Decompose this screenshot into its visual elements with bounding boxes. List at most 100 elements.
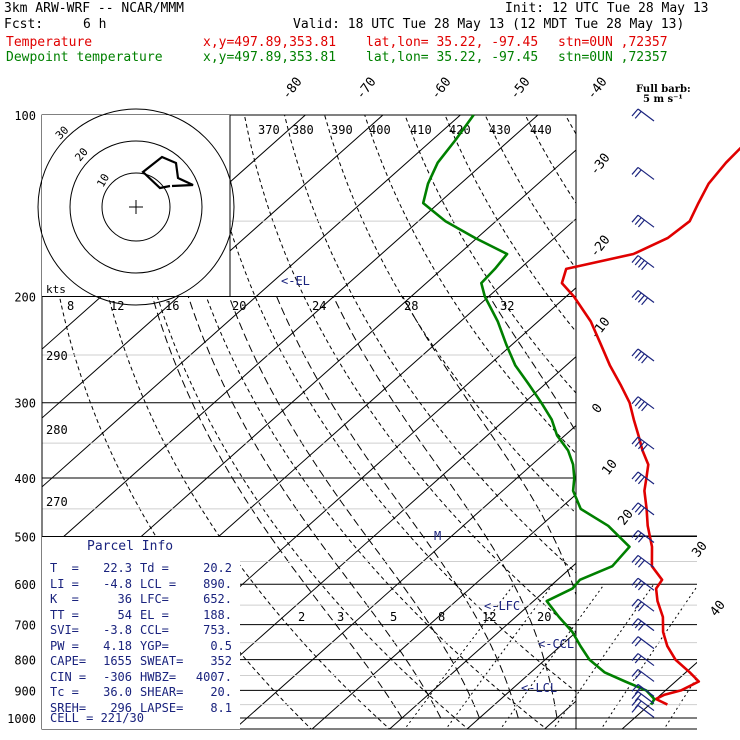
isotherm-label: -30	[587, 151, 613, 179]
isotherm-label: -60	[428, 75, 454, 103]
dewpoint-legend-label: Dewpoint temperature	[6, 50, 163, 65]
isotherm	[42, 115, 461, 488]
dry-adiabat	[686, 115, 740, 731]
parcel-field: SHEAR=	[140, 685, 184, 699]
wind-barb	[631, 255, 655, 271]
wind-barb	[631, 108, 655, 122]
theta-label: 380	[292, 123, 314, 137]
theta-label: 410	[410, 123, 432, 137]
hodograph-axis-label: 20	[232, 299, 246, 313]
theta-label: 290	[46, 349, 68, 363]
dewpoint-stn: stn=0UN ,72357	[558, 50, 668, 65]
pressure-tick-label: 500	[14, 530, 36, 544]
parcel-field: 890.	[203, 576, 232, 591]
isotherm	[42, 115, 539, 557]
dry-adiabat	[163, 115, 548, 729]
parcel-field: YGP=	[140, 638, 169, 653]
wind-barb	[631, 396, 655, 412]
dry-adiabat	[83, 115, 391, 729]
dry-adiabat	[123, 115, 469, 729]
isotherm-label: 10	[599, 457, 620, 479]
lfc-marker: <-LFC	[484, 599, 520, 613]
fcst-value: 6 h	[83, 17, 107, 32]
dry-adiabat	[605, 115, 740, 731]
parcel-field: SVI=	[50, 623, 79, 637]
isotherm	[388, 562, 576, 729]
pressure-tick-label: 800	[14, 654, 36, 668]
hodograph-trace	[141, 155, 194, 190]
theta-label: 370	[258, 123, 280, 137]
parcel-field: HWBZ=	[140, 669, 177, 684]
isotherm	[311, 493, 576, 729]
temperature-xy: x,y=497.89,353.81	[203, 35, 337, 50]
theta-label: 280	[46, 423, 68, 437]
isotherm-label: 30	[689, 539, 710, 561]
parcel-field: 36	[117, 592, 132, 606]
temperature-stn: stn=0UN ,72357	[558, 35, 668, 50]
mean-wind-marker: M	[434, 529, 441, 543]
wind-barb	[631, 577, 655, 591]
hodograph-axis-label: 8	[67, 299, 74, 313]
ccl-marker: <-CCL	[538, 637, 574, 651]
isotherm	[698, 115, 740, 731]
mixing-ratio-line	[600, 585, 697, 729]
wind-barb	[631, 618, 655, 632]
valid-time: Valid: 18 UTC Tue 28 May 13 (12 MDT Tue …	[293, 17, 685, 32]
hodograph-ring	[69, 140, 203, 274]
dewpoint-xy: x,y=497.89,353.81	[203, 50, 337, 65]
isotherm	[620, 115, 740, 731]
mixing-ratio-line	[552, 583, 655, 729]
el-marker: <-EL	[281, 274, 310, 288]
wind-barb	[631, 166, 655, 180]
isotherm	[42, 115, 384, 419]
hodograph-axis-label: 32	[500, 299, 514, 313]
parcel-field: 4007.	[195, 669, 232, 684]
wind-barbs	[631, 108, 655, 718]
hodograph-axis-label: 16	[165, 299, 179, 313]
parcel-field: Td =	[140, 561, 169, 575]
mixing-ratio-label: 12	[482, 610, 496, 624]
parcel-field: K =	[50, 592, 79, 606]
moist-adiabat	[402, 296, 576, 597]
hodograph-axis-label: 24	[312, 299, 326, 313]
dry-adiabat	[564, 115, 576, 135]
parcel-field: CAPE=	[50, 654, 87, 668]
isotherm-label: -40	[584, 75, 610, 103]
wind-barb	[631, 348, 655, 364]
theta-label: 430	[489, 123, 511, 137]
parcel-field: 352	[210, 654, 232, 668]
hodograph-units: kts	[46, 283, 66, 296]
mixing-ratio-label: 5	[390, 610, 397, 624]
parcel-field: TT =	[50, 607, 79, 622]
barb-legend-value: 5 m s⁻¹	[643, 94, 683, 105]
wind-barb	[631, 471, 655, 485]
theta-label: 400	[369, 123, 391, 137]
temperature-legend-label: Temperature	[6, 35, 93, 50]
hodograph-axis-label: 12	[110, 299, 124, 313]
temperature-latlon: lat,lon= 35.22, -97.45	[366, 35, 539, 50]
parcel-field: 188.	[203, 607, 232, 622]
wind-barb	[631, 691, 655, 705]
moist-adiabat	[276, 296, 519, 719]
wind-barb	[631, 214, 655, 228]
hodograph-ring	[37, 108, 235, 306]
theta-label: 390	[331, 123, 353, 137]
parcel-field: -3.8	[103, 623, 132, 637]
parcel-field: SWEAT=	[140, 654, 184, 668]
pressure-tick-label: 700	[14, 619, 36, 633]
wind-barb	[631, 653, 655, 667]
isotherm-label: 20	[615, 507, 636, 529]
isotherm	[698, 115, 740, 731]
parcel-field: 36.0	[103, 685, 132, 699]
dewpoint-profile	[421, 114, 656, 706]
dry-adiabat	[324, 115, 576, 514]
temperature-profile	[560, 146, 740, 706]
parcel-field: T =	[50, 561, 79, 575]
parcel-field: 8.1	[210, 700, 232, 715]
parcel-field: -4.8	[103, 576, 132, 591]
isotherm	[42, 149, 576, 626]
pressure-tick-label: 900	[14, 684, 36, 698]
isotherm	[156, 355, 576, 729]
